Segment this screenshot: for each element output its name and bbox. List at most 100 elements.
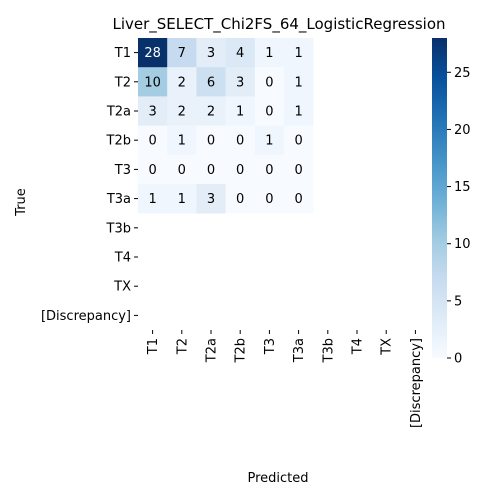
heatmap-cell	[225, 38, 256, 68]
chart-title: Liver_SELECT_Chi2FS_64_LogisticRegressio…	[112, 15, 445, 34]
x-axis-label: Predicted	[247, 471, 308, 486]
cell-value-label: 2	[178, 75, 186, 90]
y-tick-label: T2b	[106, 134, 131, 149]
heatmap-cell	[284, 154, 314, 185]
heatmap-cell	[138, 125, 168, 156]
colorbar-ticks: 0 5 10 15 20 25	[447, 66, 471, 367]
heatmap-cell	[196, 154, 226, 185]
cell-value-label: 1	[294, 75, 302, 90]
cell-value-label: 0	[148, 163, 156, 178]
x-tick-label: T1	[146, 338, 161, 355]
heatmap-cell	[284, 67, 314, 97]
heatmap-cell	[196, 67, 226, 97]
cell-value-label: 1	[148, 192, 156, 207]
cell-value-label: 0	[207, 163, 215, 178]
heatmap-cell	[167, 38, 197, 68]
cell-value-label: 2	[207, 105, 215, 120]
cell-value-label: 0	[178, 163, 186, 178]
heatmap-cell-labels: 28 7 3 4 1 110 2 6 3 0 13 2 2 1 0 10 1 0 0 1 00 0 0 0 0 01 1 3 0 0 0	[144, 46, 302, 207]
colorbar-tick-label: 15	[454, 180, 471, 195]
cell-value-label: 3	[236, 75, 244, 90]
cell-value-label: 2	[178, 105, 186, 120]
x-tick-label: T3b	[321, 338, 336, 363]
heatmap-cell	[284, 96, 314, 126]
cell-value-label: 1	[178, 192, 186, 207]
x-tick-label: T3a	[292, 338, 307, 363]
colorbar-tick-label: 0	[454, 352, 462, 367]
cell-value-label: 3	[148, 105, 156, 120]
heatmap-cell	[225, 125, 256, 156]
colorbar-tick-label: 10	[454, 237, 471, 252]
x-tick-label: T4	[351, 338, 366, 355]
heatmap-cell	[167, 154, 197, 185]
y-tick-label: T3b	[106, 221, 131, 236]
cell-value-label: 0	[265, 105, 273, 120]
cell-value-label: 0	[236, 134, 244, 149]
colorbar-tick-label: 20	[454, 123, 471, 138]
y-tick-label: T3a	[106, 192, 131, 207]
heatmap-cells	[138, 38, 314, 214]
y-tick-label: T4	[114, 251, 131, 266]
cell-value-label: 3	[207, 192, 215, 207]
x-tick-label: T2	[175, 338, 190, 355]
colorbar-tick-label: 25	[454, 66, 471, 81]
heatmap-cell	[284, 184, 314, 214]
x-axis-ticks: T1 T2 T2a T2b T3 T3a T3b T4 TX [Discrepancy]	[146, 330, 424, 428]
cell-value-label: 0	[236, 163, 244, 178]
cell-value-label: 7	[178, 46, 186, 61]
heatmap-cell	[254, 184, 285, 214]
cell-value-label: 0	[236, 192, 244, 207]
cell-value-label: 6	[207, 75, 215, 90]
cell-value-label: 1	[178, 134, 186, 149]
y-tick-label: TX	[113, 280, 131, 295]
cell-value-label: 1	[265, 134, 273, 149]
cell-value-label: 0	[148, 134, 156, 149]
cell-value-label: 0	[265, 163, 273, 178]
y-axis-ticks: T1 T2 T2a T2b T3 T3a T3b T4 TX [Discrepancy]	[41, 46, 138, 324]
heatmap-cell	[167, 184, 197, 214]
y-axis-label: True	[14, 188, 29, 217]
heatmap-cell	[167, 96, 197, 126]
heatmap-cell	[225, 67, 256, 97]
heatmap-cell	[254, 154, 285, 185]
heatmap-cell	[138, 96, 168, 126]
cell-value-label: 1	[265, 46, 273, 61]
heatmap-cell	[225, 184, 256, 214]
cell-value-label: 1	[294, 105, 302, 120]
cell-value-label: 28	[144, 46, 161, 61]
heatmap-cell	[225, 154, 256, 185]
heatmap-cell	[254, 125, 285, 156]
cell-value-label: 0	[294, 163, 302, 178]
x-tick-label: T2b	[234, 338, 249, 363]
cell-value-label: 1	[294, 46, 302, 61]
y-tick-label: T2	[114, 75, 131, 90]
y-tick-label: T3	[114, 163, 131, 178]
cell-value-label: 0	[265, 75, 273, 90]
y-tick-label: [Discrepancy]	[41, 309, 131, 324]
cell-value-label: 3	[207, 46, 215, 61]
heatmap-cell	[254, 67, 285, 97]
cell-value-label: 4	[236, 46, 244, 61]
x-tick-label: TX	[380, 338, 395, 356]
heatmap-cell	[138, 67, 168, 97]
heatmap-cell	[167, 67, 197, 97]
x-tick-label: T2a	[205, 338, 220, 363]
heatmap-cell	[196, 184, 226, 214]
heatmap-cell	[196, 38, 226, 68]
cell-value-label: 0	[294, 192, 302, 207]
cell-value-label: 0	[265, 192, 273, 207]
heatmap-cell	[167, 125, 197, 156]
x-tick-label: [Discrepancy]	[409, 338, 424, 428]
cell-value-label: 10	[144, 75, 161, 90]
heatmap-cell	[138, 184, 168, 214]
x-tick-label: T3	[263, 338, 278, 355]
cell-value-label: 1	[236, 105, 244, 120]
colorbar	[432, 38, 447, 358]
heatmap-cell	[284, 38, 314, 68]
cell-value-label: 0	[294, 134, 302, 149]
cell-value-label: 0	[207, 134, 215, 149]
heatmap-cell	[254, 96, 285, 126]
heatmap-cell	[138, 154, 168, 185]
heatmap-cell	[254, 38, 285, 68]
